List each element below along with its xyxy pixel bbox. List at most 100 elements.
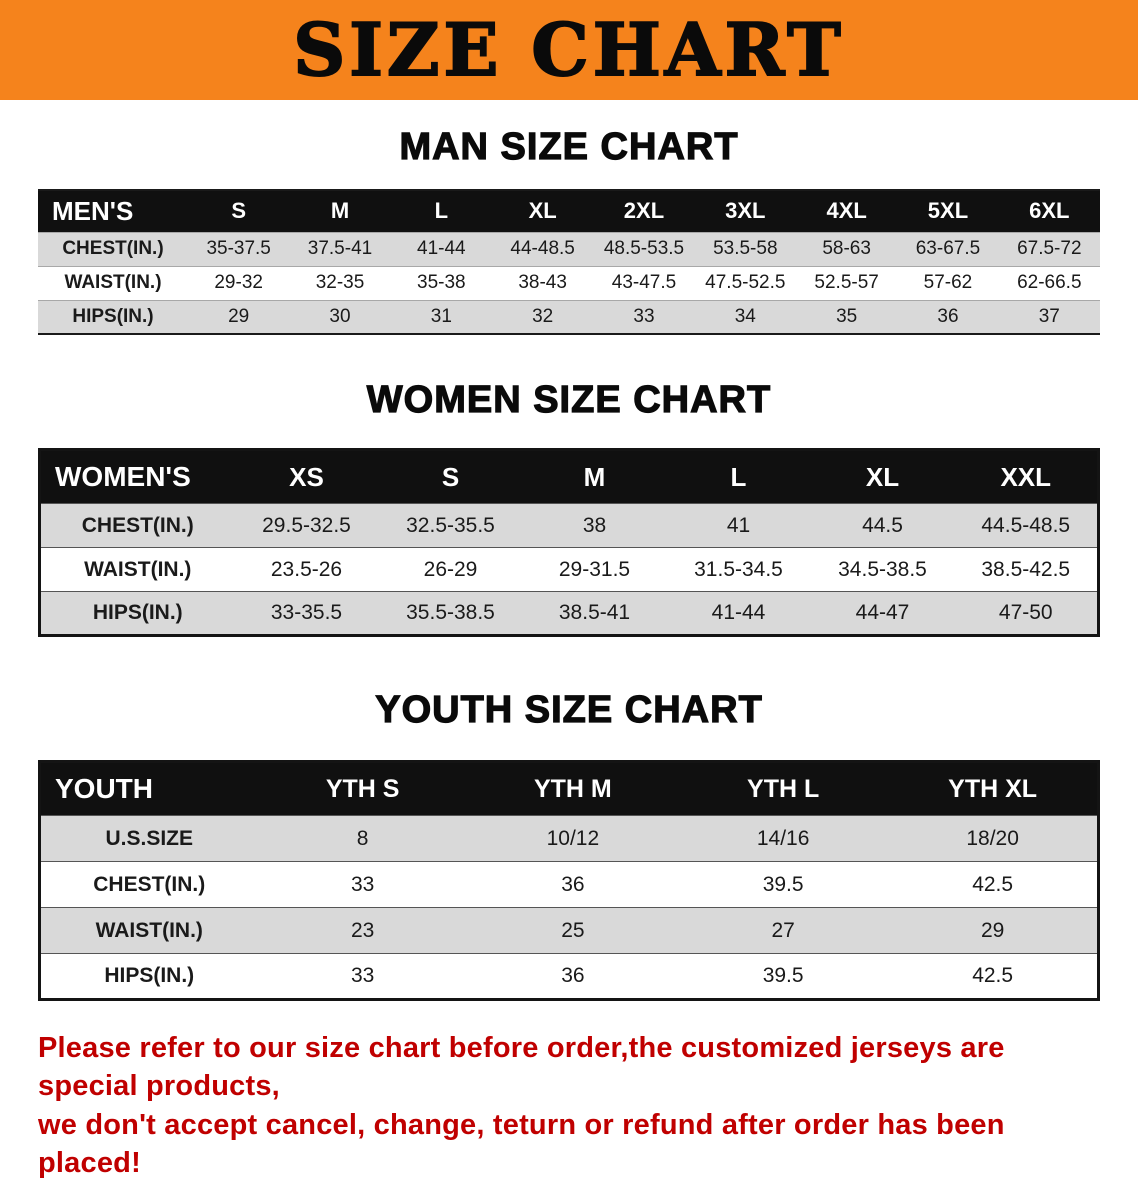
table-row: HIPS(IN.) 33-35.5 35.5-38.5 38.5-41 41-44 44-… [39, 591, 1099, 636]
value-cell: 10/12 [546, 826, 600, 850]
value-cell: 31 [430, 305, 452, 327]
measurement-label-cell: WAIST(IN.) [64, 272, 162, 293]
size-header-cell: S [378, 449, 523, 504]
value-cell: 47.5-52.5 [705, 272, 786, 293]
value-cell: 23 [350, 918, 375, 942]
size-header-cell: M [522, 449, 667, 504]
size-header-cell: 6XL [998, 190, 1100, 232]
content: MAN SIZE CHART MEN'S S M L XL 2XL 3XL 4XL 5XL 6XL… [0, 100, 1138, 1182]
section-heading-men: MAN SIZE CHART [399, 125, 739, 168]
section-heading-women: WOMEN SIZE CHART [366, 378, 772, 421]
value-cell: 44.5-48.5 [981, 513, 1071, 537]
value-cell: 44-48.5 [510, 238, 575, 259]
value-cell: 29 [980, 918, 1005, 942]
value-cell: 63-67.5 [915, 238, 981, 259]
value-cell: 18/20 [966, 826, 1019, 850]
value-cell: 35-37.5 [206, 238, 271, 259]
measurement-label-cell: U.S.SIZE [105, 826, 194, 850]
table-row: WAIST(IN.) 23 25 27 29 [39, 907, 1099, 954]
value-cell: 32.5-35.5 [406, 513, 495, 537]
value-cell: 41-44 [711, 601, 766, 624]
banner: SIZE CHART [0, 0, 1138, 100]
value-cell: 42.5 [972, 964, 1014, 987]
size-header-cell: L [666, 449, 811, 504]
value-cell: 26-29 [423, 557, 478, 581]
value-cell: 34.5-38.5 [838, 557, 927, 581]
size-header-cell: YTH L [678, 761, 889, 816]
value-cell: 38.5-41 [558, 601, 631, 624]
value-cell: 8 [356, 826, 369, 850]
value-cell: 38.5-42.5 [981, 557, 1071, 581]
value-cell: 36 [561, 964, 585, 987]
table-row: CHEST(IN.) 35-37.5 37.5-41 41-44 44-48.5 48.5… [38, 232, 1100, 266]
value-cell: 43-47.5 [611, 272, 677, 293]
size-header-cell: XS [234, 449, 379, 504]
value-cell: 34 [734, 305, 756, 327]
size-header-cell: XL [810, 449, 955, 504]
value-cell: 31.5-34.5 [694, 557, 783, 581]
table-row: WAIST(IN.) 23.5-26 26-29 29-31.5 31.5-34.5 34… [39, 547, 1099, 592]
size-header-cell: 5XL [897, 190, 999, 232]
table-title-cell: YOUTH [39, 761, 258, 816]
value-cell: 41-44 [417, 238, 466, 259]
value-cell: 42.5 [972, 872, 1014, 896]
table-row: HIPS(IN.) 33 36 39.5 42.5 [39, 953, 1099, 1000]
size-header-cell: XXL [954, 449, 1099, 504]
table-header-row: WOMEN'S XS S M L XL XXL [39, 449, 1099, 504]
size-header-cell: L [390, 190, 492, 232]
value-cell: 44.5 [862, 513, 903, 537]
table-title-cell: WOMEN'S [39, 449, 235, 504]
measurement-label-cell: WAIST(IN.) [84, 557, 192, 581]
size-header-cell: M [289, 190, 391, 232]
measurement-label-cell: CHEST(IN.) [62, 238, 164, 259]
table-row: CHEST(IN.) 33 36 39.5 42.5 [39, 861, 1099, 908]
value-cell: 38-43 [518, 272, 567, 293]
value-cell: 53.5-58 [713, 238, 778, 259]
value-cell: 29.5-32.5 [262, 513, 351, 537]
measurement-label-cell: HIPS(IN.) [72, 305, 154, 327]
measurement-label-cell: HIPS(IN.) [92, 601, 183, 624]
value-cell: 37.5-41 [307, 238, 373, 259]
value-cell: 35 [836, 305, 858, 327]
value-cell: 48.5-53.5 [603, 238, 685, 259]
value-cell: 36 [561, 872, 585, 896]
measurement-label-cell: CHEST(IN.) [81, 513, 194, 537]
footnote-line-1: Please refer to our size chart before or… [38, 1032, 1005, 1103]
value-cell: 25 [561, 918, 585, 942]
value-cell: 32 [532, 305, 554, 327]
table-row: U.S.SIZE 8 10/12 14/16 18/20 [39, 815, 1099, 862]
footnote: Please refer to our size chart before or… [38, 1001, 1100, 1182]
table-header-row: YOUTH YTH S YTH M YTH L YTH XL [39, 761, 1099, 816]
value-cell: 29-32 [214, 272, 263, 293]
value-cell: 41 [726, 513, 751, 537]
value-cell: 52.5-57 [814, 272, 879, 293]
value-cell: 44-47 [855, 601, 910, 624]
section-heading-youth: YOUTH SIZE CHART [375, 688, 763, 731]
value-cell: 38 [582, 513, 607, 537]
value-cell: 39.5 [762, 872, 804, 896]
value-cell: 39.5 [762, 964, 804, 987]
value-cell: 27 [771, 918, 795, 942]
value-cell: 29-31.5 [558, 557, 631, 581]
value-cell: 14/16 [756, 826, 810, 850]
footnote-line-2: we don't accept cancel, change, teturn o… [38, 1108, 1005, 1179]
value-cell: 32-35 [315, 272, 365, 293]
size-header-cell: 3XL [694, 190, 796, 232]
size-header-cell: 4XL [795, 190, 898, 232]
value-cell: 35.5-38.5 [406, 601, 495, 624]
table-row: HIPS(IN.) 29 30 31 32 33 34 35 36 37 [38, 300, 1100, 334]
page-title: SIZE CHART [292, 7, 845, 92]
value-cell: 30 [329, 305, 351, 327]
youth-size-table: YOUTH YTH S YTH M YTH L YTH XL U.S.SIZE 8 10/12… [38, 760, 1100, 1001]
women-size-table: WOMEN'S XS S M L XL XXL CHEST(IN.) 29.5-32.5 32.5… [38, 448, 1100, 637]
men-size-table: MEN'S S M L XL 2XL 3XL 4XL 5XL 6XL CHEST(IN.) 35-37… [38, 189, 1100, 335]
value-cell: 47-50 [998, 601, 1053, 624]
value-cell: 33-35.5 [270, 601, 343, 624]
value-cell: 62-66.5 [1017, 272, 1082, 293]
table-title-cell: MEN'S [38, 190, 188, 232]
table-header-row: MEN'S S M L XL 2XL 3XL 4XL 5XL 6XL [38, 190, 1100, 232]
value-cell: 33 [633, 305, 655, 327]
value-cell: 58-63 [822, 238, 871, 259]
size-header-cell: S [188, 190, 290, 232]
table-row: WAIST(IN.) 29-32 32-35 35-38 38-43 43-47.5 47.… [38, 266, 1100, 300]
